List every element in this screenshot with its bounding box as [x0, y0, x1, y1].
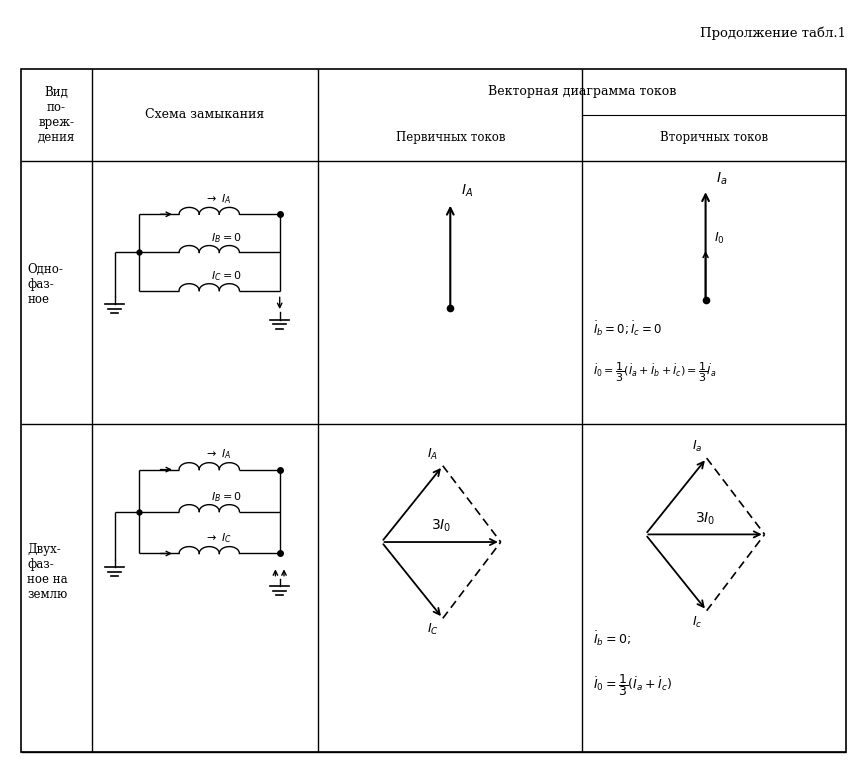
Text: $I_c$: $I_c$ [692, 614, 703, 629]
Text: $I_a$: $I_a$ [691, 439, 703, 454]
Text: $\dot{I}_0=\dfrac{1}{3}(\dot{I}_a+\dot{I}_b+\dot{I}_c)=\dfrac{1}{3}\dot{I}_a$: $\dot{I}_0=\dfrac{1}{3}(\dot{I}_a+\dot{I… [593, 361, 716, 385]
Text: $I_C=0$: $I_C=0$ [211, 269, 242, 283]
Text: Первичных токов: Первичных токов [395, 131, 505, 144]
Text: Вид
по-
вреж-
дения: Вид по- вреж- дения [38, 85, 76, 143]
Text: $I_a$: $I_a$ [716, 171, 728, 187]
Text: $\dot{I}_b=0;\dot{I}_c=0$: $\dot{I}_b=0;\dot{I}_c=0$ [593, 319, 661, 337]
Text: Одно-
фаз-
ное: Одно- фаз- ное [27, 263, 64, 306]
Text: Продолжение табл.1: Продолжение табл.1 [700, 27, 846, 40]
Text: $\dot{I}_0=\dfrac{1}{3}(\dot{I}_a+\dot{I}_c)$: $\dot{I}_0=\dfrac{1}{3}(\dot{I}_a+\dot{I… [593, 671, 672, 697]
Text: $I_0$: $I_0$ [714, 230, 725, 246]
Text: $3I_0$: $3I_0$ [431, 518, 451, 534]
Text: $I_B=0$: $I_B=0$ [211, 231, 242, 245]
Text: $\rightarrow$ $I_C$: $\rightarrow$ $I_C$ [204, 531, 232, 545]
Text: $I_B=0$: $I_B=0$ [211, 490, 242, 504]
Text: $\rightarrow$ $I_A$: $\rightarrow$ $I_A$ [204, 447, 231, 461]
Text: $I_A$: $I_A$ [460, 182, 472, 199]
Text: $I_A$: $I_A$ [428, 447, 438, 462]
Text: $I_C$: $I_C$ [427, 622, 438, 637]
Text: Двух-
фаз-
ное на
землю: Двух- фаз- ное на землю [27, 543, 68, 601]
Text: Векторная диаграмма токов: Векторная диаграмма токов [488, 85, 676, 98]
Text: $\dot{I}_b=0;$: $\dot{I}_b=0;$ [593, 629, 631, 649]
Text: Схема замыкания: Схема замыкания [145, 108, 265, 121]
Text: $\rightarrow$ $I_A$: $\rightarrow$ $I_A$ [204, 192, 231, 206]
Text: $3I_0$: $3I_0$ [695, 510, 716, 526]
Text: Вторичных токов: Вторичных токов [660, 131, 768, 144]
